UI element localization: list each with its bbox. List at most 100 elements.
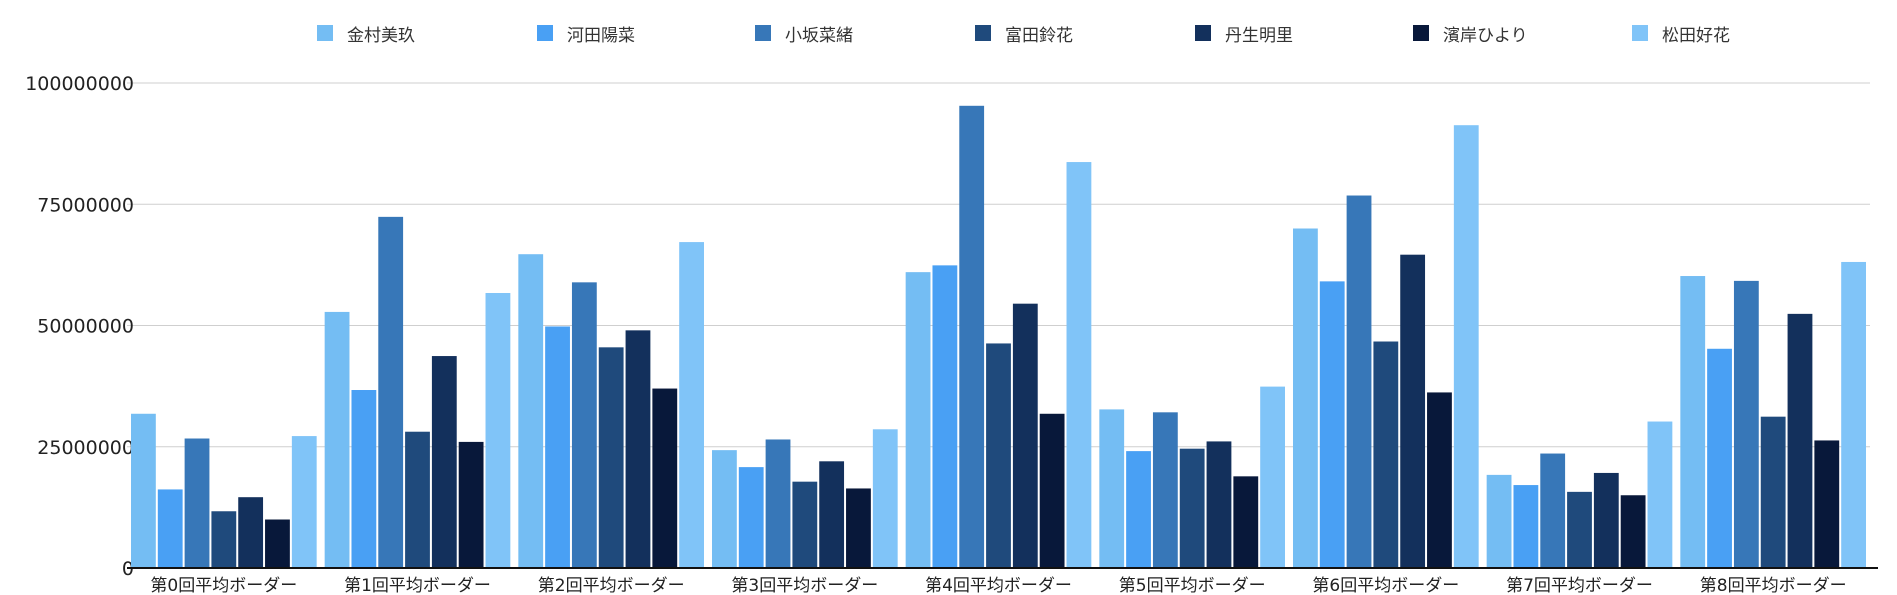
bar — [571, 282, 597, 568]
bar — [405, 431, 430, 568]
legend-item: 松田好花 — [1632, 16, 1730, 50]
legend-item: 河田陽菜 — [537, 16, 635, 50]
legend-label: 富田鈴花 — [1005, 25, 1073, 46]
bar — [1680, 276, 1706, 568]
legend-item: 小坂菜緒 — [755, 16, 853, 50]
bar — [792, 481, 818, 568]
x-tick-label: 第1回平均ボーダー — [344, 576, 491, 595]
bar — [291, 436, 317, 568]
bar — [819, 461, 845, 568]
bar — [679, 242, 704, 568]
bar — [1346, 195, 1372, 568]
bar — [1260, 386, 1285, 568]
bars — [131, 105, 1866, 569]
bar — [1400, 254, 1426, 568]
bar — [485, 293, 511, 568]
bar — [1513, 485, 1539, 568]
legend-item: 丹生明里 — [1195, 16, 1293, 50]
bar — [1567, 491, 1592, 568]
bar — [458, 441, 484, 568]
bar — [1206, 441, 1232, 568]
legend-swatch — [1195, 25, 1211, 41]
bar — [625, 330, 651, 568]
bar — [378, 216, 404, 569]
x-tick-label: 第0回平均ボーダー — [150, 576, 297, 595]
bar — [932, 265, 958, 568]
bar — [1099, 409, 1125, 568]
legend-label: 濱岸ひより — [1443, 25, 1528, 46]
legend-label: 河田陽菜 — [567, 25, 635, 46]
x-tick-label: 第4回平均ボーダー — [925, 576, 1072, 595]
bar — [1733, 280, 1759, 568]
y-tick-label: 100000000 — [25, 73, 134, 95]
bar — [265, 519, 290, 568]
bar — [986, 343, 1011, 568]
bar — [1293, 228, 1318, 568]
legend-swatch — [755, 25, 771, 41]
y-axis-tick-labels: 0250000005000000075000000100000000 — [25, 73, 134, 580]
bar — [1814, 440, 1840, 568]
legend-swatch — [1632, 25, 1648, 41]
bar — [1126, 451, 1151, 568]
legend-label: 松田好花 — [1662, 25, 1730, 46]
bar — [712, 450, 737, 568]
bar — [765, 439, 791, 568]
x-axis-tick-labels: 第0回平均ボーダー 第1回平均ボーダー 第2回平均ボーダー 第3回平均ボーダー 第4回平… — [150, 576, 1846, 595]
bar — [1486, 474, 1512, 568]
legend-item: 濱岸ひより — [1413, 16, 1528, 50]
bar — [431, 356, 457, 568]
bar — [1427, 392, 1452, 568]
y-tick-label: 75000000 — [37, 194, 134, 216]
bar — [872, 429, 898, 568]
bar — [1453, 125, 1479, 568]
bar — [959, 105, 985, 569]
legend-label: 丹生明里 — [1225, 25, 1293, 46]
bar — [905, 272, 931, 568]
x-tick-label: 第2回平均ボーダー — [538, 576, 685, 595]
bar — [351, 390, 377, 568]
legend-swatch — [1413, 25, 1429, 41]
legend-swatch — [317, 25, 333, 41]
bar — [1373, 341, 1399, 568]
bar — [1707, 348, 1732, 568]
y-tick-label: 25000000 — [37, 437, 134, 459]
bar — [211, 511, 237, 568]
bar — [1066, 162, 1092, 568]
bar — [1319, 281, 1345, 568]
bar — [184, 438, 210, 568]
x-tick-label: 第5回平均ボーダー — [1119, 576, 1266, 595]
bar — [1012, 303, 1038, 568]
bar — [1620, 495, 1646, 568]
x-tick-label: 第6回平均ボーダー — [1312, 576, 1459, 595]
bar — [1179, 448, 1205, 568]
legend-swatch — [975, 25, 991, 41]
bar — [1233, 476, 1259, 568]
bar — [1787, 313, 1813, 568]
bar — [238, 497, 264, 568]
bar — [1760, 416, 1786, 568]
bar — [1841, 261, 1866, 568]
bar — [846, 488, 871, 568]
bar — [157, 489, 183, 568]
bar — [1540, 453, 1566, 568]
legend-item: 富田鈴花 — [975, 16, 1073, 50]
legend-label: 金村美玖 — [347, 25, 415, 46]
bar — [1593, 472, 1619, 568]
bar — [1647, 421, 1673, 568]
bar — [1039, 413, 1065, 568]
x-tick-label: 第7回平均ボーダー — [1506, 576, 1653, 595]
legend-swatch — [537, 25, 553, 41]
y-tick-label: 50000000 — [37, 316, 134, 338]
x-tick-label: 第8回平均ボーダー — [1700, 576, 1847, 595]
legend: 金村美玖 河田陽菜 小坂菜緒 富田鈴花 丹生明里 濱岸ひより 松田好花 — [0, 16, 1897, 50]
bar — [598, 347, 624, 568]
legend-item: 金村美玖 — [317, 16, 415, 50]
x-tick-label: 第3回平均ボーダー — [731, 576, 878, 595]
bar — [324, 311, 350, 568]
bar — [518, 254, 544, 568]
bar — [652, 388, 678, 568]
legend-label: 小坂菜緒 — [785, 25, 853, 46]
bar — [1152, 412, 1178, 568]
bar — [545, 326, 570, 568]
